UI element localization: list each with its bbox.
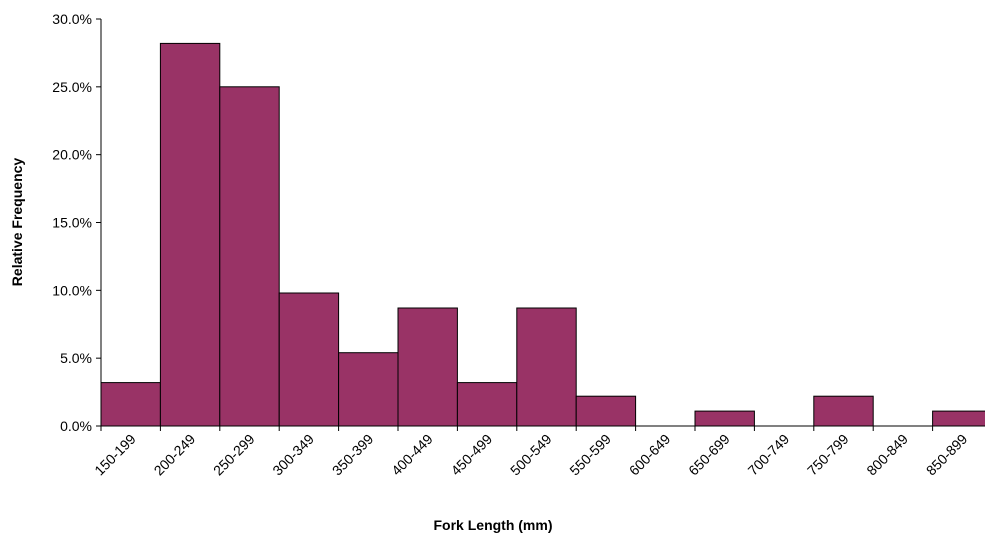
x-tick-label: 650-699 [685, 431, 733, 479]
x-tick-label: 550-599 [566, 431, 614, 479]
x-axis-title: Fork Length (mm) [434, 517, 553, 533]
y-tick-label: 10.0% [52, 282, 92, 298]
bar-500-549 [517, 308, 576, 426]
x-tick-label: 400-449 [388, 431, 436, 479]
bar-750-799 [814, 396, 873, 426]
x-tick-label: 250-299 [210, 431, 258, 479]
x-tick-label: 300-349 [269, 431, 317, 479]
bar-850-899 [933, 411, 985, 426]
y-tick-label: 20.0% [52, 147, 92, 163]
x-tick-label: 500-549 [507, 431, 555, 479]
x-tick-label: 800-849 [863, 431, 911, 479]
x-tick-label: 700-749 [745, 431, 793, 479]
bar-250-299 [220, 87, 279, 426]
y-tick-label: 15.0% [52, 215, 92, 231]
x-axis: 150-199 200-249 250-299 300-349 350-399 400-4… [91, 426, 985, 478]
bars-group [101, 43, 985, 426]
bar-650-699 [695, 411, 754, 426]
bar-450-499 [457, 383, 516, 426]
x-tick-label: 450-499 [448, 431, 496, 479]
x-tick-label: 600-649 [626, 431, 674, 479]
y-tick-label: 0.0% [60, 418, 92, 434]
x-tick-label: 750-799 [804, 431, 852, 479]
y-tick-label: 30.0% [52, 11, 92, 27]
x-tick-label: 850-899 [923, 431, 971, 479]
bar-200-249 [160, 43, 219, 426]
bar-400-449 [398, 308, 457, 426]
x-tick-label: 200-249 [151, 431, 199, 479]
y-tick-label: 25.0% [52, 79, 92, 95]
x-tick-label: 350-399 [329, 431, 377, 479]
bar-550-599 [576, 396, 635, 426]
y-axis: 0.0% 5.0% 10.0% 15.0% 20.0% 25.0% 30.0% [52, 11, 101, 434]
x-tick-label: 150-199 [91, 431, 139, 479]
bar-350-399 [339, 353, 398, 426]
bar-150-199 [101, 383, 160, 426]
y-tick-label: 5.0% [60, 350, 92, 366]
bar-300-349 [279, 293, 338, 426]
y-axis-title: Relative Frequency [9, 158, 25, 287]
